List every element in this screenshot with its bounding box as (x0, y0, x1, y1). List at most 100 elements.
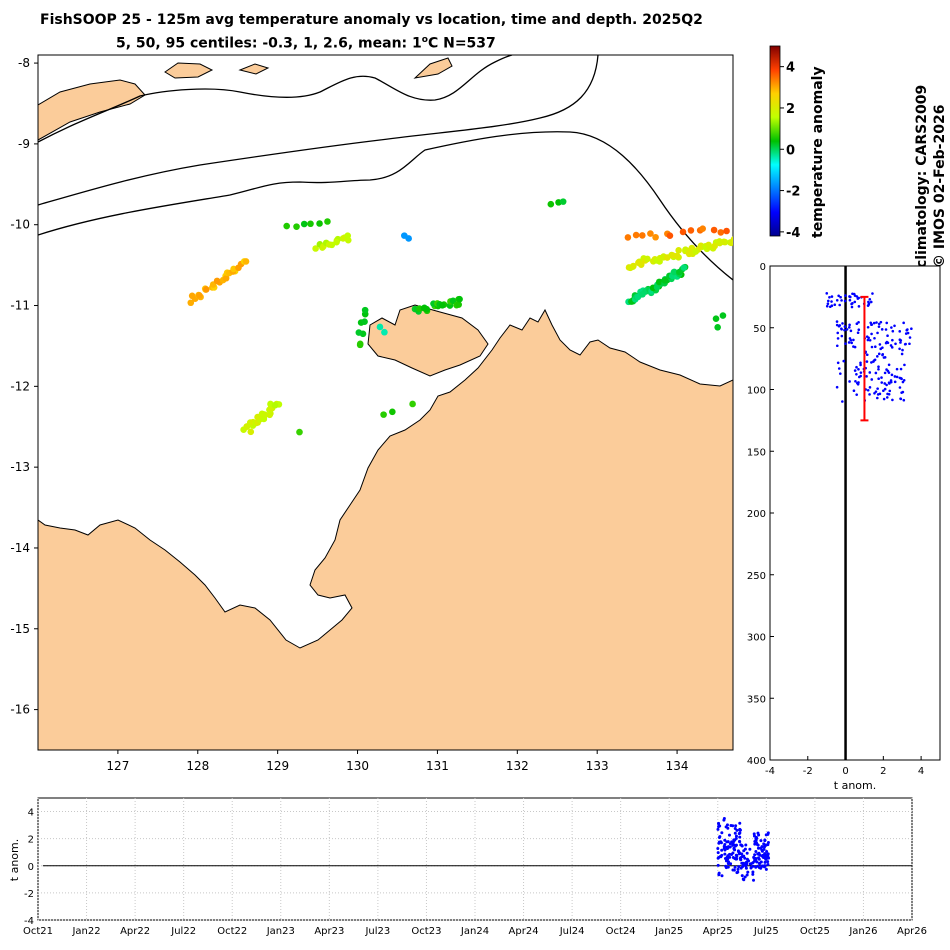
depth-data-point (886, 392, 889, 396)
map-data-point (247, 428, 255, 436)
depth-data-point (891, 338, 894, 342)
map-panel: 127 128 129 130 131 132 133 134 -8 -9 -10 -11 -12 -13… (10, 54, 734, 773)
depth-ytick-label: 200 (747, 509, 766, 520)
depth-data-point (868, 393, 871, 396)
depth-data-point (852, 338, 855, 342)
depth-data-point (857, 305, 861, 308)
ts-xtick-label: Oct25 (800, 926, 830, 937)
depth-data-point (885, 321, 889, 325)
depth-data-point (835, 385, 839, 389)
depth-data-point (837, 294, 840, 298)
depth-data-point (879, 320, 883, 324)
depth-data-point (899, 339, 903, 342)
map-xtick-label: 130 (346, 759, 369, 773)
chart-subtitle: 5, 50, 95 centiles: -0.3, 1, 2.6, mean: … (116, 35, 496, 52)
ts-data-point (748, 847, 752, 851)
ts-data-point (717, 825, 721, 829)
map-data-point (728, 239, 733, 247)
ts-data-point (736, 867, 740, 871)
depth-data-point (870, 361, 873, 364)
depth-data-point (883, 356, 887, 359)
depth-data-point (850, 305, 854, 309)
depth-data-point (868, 386, 872, 389)
ts-xtick-label: Oct22 (217, 926, 247, 937)
depth-data-point (882, 389, 885, 393)
ts-data-point (752, 859, 756, 863)
depth-data-point (910, 327, 913, 331)
depth-data-point (867, 302, 871, 305)
depth-data-point (850, 341, 854, 345)
depth-data-point (898, 330, 902, 333)
map-data-point (710, 226, 718, 234)
map-data-point (261, 411, 269, 419)
map-xtick-label: 128 (186, 759, 209, 773)
ts-data-point (748, 862, 752, 866)
map-data-point (547, 200, 555, 208)
depth-data-point (877, 352, 881, 356)
map-data-point (242, 258, 250, 265)
map-data-point (344, 232, 352, 239)
depth-data-point (879, 347, 883, 351)
depth-data-point (887, 363, 891, 367)
ts-data-point (756, 831, 760, 835)
ts-data-point (716, 856, 720, 860)
map-data-point (673, 252, 681, 260)
ts-xtick-label: Jan25 (654, 926, 683, 937)
depth-data-point (880, 381, 884, 384)
map-data-point (293, 223, 300, 230)
depth-data-point (876, 331, 879, 335)
map-data-point (439, 302, 446, 309)
depth-data-point (872, 360, 875, 363)
depth-data-point (873, 336, 876, 340)
depth-data-point (841, 400, 844, 403)
ts-data-point (760, 848, 764, 852)
depth-data-point (833, 303, 837, 307)
depth-data-point (848, 295, 852, 299)
depth-data-point (884, 328, 888, 331)
map-frame (37, 54, 734, 751)
ts-data-point (743, 847, 747, 851)
map-data-point (687, 227, 695, 234)
ts-data-point (720, 831, 724, 835)
ts-data-point (724, 825, 728, 829)
ts-data-point (733, 838, 737, 842)
map-data-point (296, 428, 303, 436)
depth-data-point (889, 379, 893, 382)
map-data-point (195, 291, 203, 299)
depth-data-point (842, 359, 846, 363)
climatology-note: climatology: CARS2009 (914, 85, 930, 268)
depth-xtick-label: -4 (765, 766, 775, 777)
ts-data-point (766, 860, 770, 864)
ts-data-point (720, 848, 724, 852)
ts-data-point (742, 878, 746, 882)
ts-data-point (763, 860, 767, 864)
subtitle-degree: o (421, 35, 428, 45)
ts-data-point (734, 853, 738, 857)
depth-points (825, 266, 913, 760)
map-data-point (647, 230, 654, 237)
depth-data-point (843, 328, 846, 332)
map-data-point (720, 238, 728, 246)
ts-data-point (744, 843, 748, 847)
depth-data-point (839, 372, 842, 375)
depth-data-point (881, 352, 885, 356)
ts-ylabel: t anom. (8, 839, 21, 881)
map-data-point (644, 255, 651, 263)
ts-xtick-label: Apr24 (509, 926, 539, 937)
depth-data-point (885, 383, 888, 387)
depth-data-point (852, 292, 856, 296)
depth-data-point (828, 295, 831, 299)
colorbar-tick-label: 4 (786, 61, 795, 76)
depth-data-point (869, 300, 873, 304)
map-data-point (333, 238, 340, 246)
ts-data-point (723, 838, 727, 842)
ts-data-point (754, 837, 758, 841)
colorbar-tick-label: -4 (786, 226, 800, 241)
depth-xlabel: t anom. (834, 779, 876, 792)
colorbar-tick-label: 2 (786, 102, 795, 117)
depth-data-point (885, 396, 889, 399)
depth-data-point (837, 367, 841, 370)
ts-data-point (725, 840, 729, 844)
depth-data-point (857, 328, 861, 332)
